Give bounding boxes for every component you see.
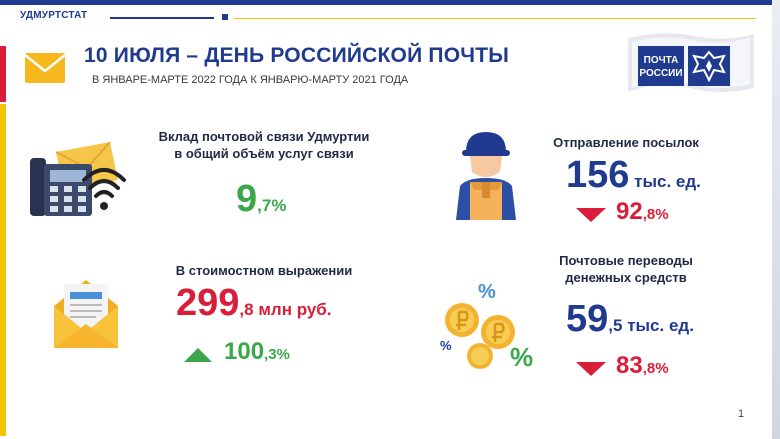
transfers-label: Почтовые переводы денежных средств xyxy=(536,252,716,286)
value-amount-int: 299 xyxy=(176,282,240,324)
top-bar xyxy=(0,0,780,5)
value-label: В стоимостном выражении xyxy=(175,263,353,278)
logo-text-2: РОССИИ xyxy=(639,68,682,79)
parcels-change: 92,8% xyxy=(616,198,669,226)
share-value: 9,7% xyxy=(236,178,286,221)
value-amount: 299,8 млн руб. xyxy=(176,282,332,325)
header-rule-right xyxy=(234,18,756,19)
organization-name: УДМУРТСТАТ xyxy=(20,10,88,21)
eagle-emblem-icon xyxy=(692,50,726,83)
header-rule-left xyxy=(110,17,214,19)
courier-icon xyxy=(456,132,516,220)
share-value-int: 9 xyxy=(236,178,258,220)
transfers-amount-frac: ,5 xyxy=(608,316,623,335)
page-subtitle: В ЯНВАРЕ-МАРТЕ 2022 ГОДА К ЯНВАРЮ-МАРТУ … xyxy=(92,74,409,86)
logo-text-1: ПОЧТА xyxy=(644,55,679,66)
right-edge-bar xyxy=(772,0,780,439)
svg-text:%: % xyxy=(478,284,496,303)
transfers-change-int: 83 xyxy=(616,352,643,379)
transfers-label-line2: денежных средств xyxy=(565,270,687,285)
value-amount-unit: млн руб. xyxy=(258,300,332,319)
transfers-change-frac: ,8% xyxy=(642,360,669,377)
down-arrow-icon xyxy=(576,362,606,376)
value-change-int: 100 xyxy=(224,338,265,365)
value-amount-frac: ,8 xyxy=(239,300,254,319)
share-label: Вклад почтовой связи Удмуртии в общий об… xyxy=(144,128,384,162)
parcels-amount-int: 156 xyxy=(566,154,630,196)
parcels-change-frac: ,8% xyxy=(642,206,669,223)
side-accent-red xyxy=(0,46,6,102)
transfers-amount: 59,5 тыс. ед. xyxy=(566,298,694,341)
envelope-icon xyxy=(24,53,66,83)
parcels-change-int: 92 xyxy=(616,198,643,225)
parcels-amount-unit: тыс. ед. xyxy=(634,172,701,191)
share-label-line2: в общий объём услуг связи xyxy=(174,146,354,161)
transfers-amount-unit: тыс. ед. xyxy=(627,316,694,335)
page-number: 1 xyxy=(738,408,745,420)
up-arrow-icon xyxy=(184,348,212,362)
transfers-change: 83,8% xyxy=(616,352,669,380)
telephone-wifi-icon xyxy=(30,141,126,216)
transfers-label-line1: Почтовые переводы xyxy=(559,253,693,268)
svg-text:%: % xyxy=(510,342,533,372)
parcels-label: Отправление посылок xyxy=(553,135,699,150)
svg-text:%: % xyxy=(440,338,452,353)
share-value-frac: ,7% xyxy=(257,196,287,215)
down-arrow-icon xyxy=(576,208,606,222)
letter-envelope-icon xyxy=(54,280,118,348)
value-change: 100,3% xyxy=(224,338,290,366)
russian-post-logo: ПОЧТА РОССИИ xyxy=(624,30,758,96)
parcels-amount: 156 тыс. ед. xyxy=(566,154,701,197)
coins-percent-icon: % % % xyxy=(440,284,533,372)
page-title: 10 ИЮЛЯ – ДЕНЬ РОССИЙСКОЙ ПОЧТЫ xyxy=(84,44,509,67)
share-label-line1: Вклад почтовой связи Удмуртии xyxy=(158,129,370,144)
value-change-frac: ,3% xyxy=(264,346,290,363)
header-square xyxy=(222,14,228,20)
transfers-amount-int: 59 xyxy=(566,298,609,340)
side-accent-yellow xyxy=(0,104,6,436)
